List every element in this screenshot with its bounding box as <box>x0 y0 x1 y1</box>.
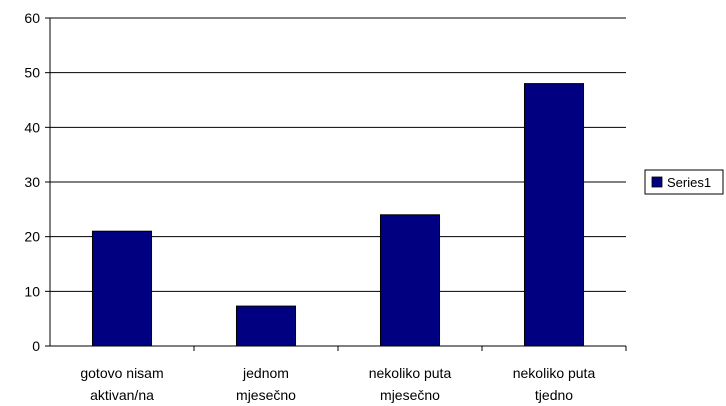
bar <box>91 230 153 347</box>
x-tick-label: tjedno <box>535 387 573 403</box>
x-tick-label: aktivan/na <box>90 387 154 403</box>
legend: Series1 <box>644 169 724 195</box>
y-tick-label: 30 <box>24 174 40 190</box>
bar <box>379 214 441 347</box>
bars <box>91 83 585 347</box>
y-tick-label: 60 <box>24 10 40 26</box>
y-tick-label: 50 <box>24 65 40 81</box>
x-tick-label: nekoliko puta <box>513 365 596 381</box>
bar <box>523 83 585 347</box>
x-axis-labels: gotovo nisam aktivan/na jednom mjesečno neko… <box>80 346 627 403</box>
y-tick-label: 40 <box>24 119 40 135</box>
x-tick-label: mjesečno <box>380 387 440 403</box>
x-tick-label: jednom <box>242 365 289 381</box>
legend-swatch <box>651 176 663 188</box>
x-tick-label: nekoliko puta <box>369 365 452 381</box>
bar <box>235 305 297 347</box>
y-tick-label: 20 <box>24 229 40 245</box>
x-tick-label: gotovo nisam <box>80 365 163 381</box>
x-tick-label: mjesečno <box>236 387 296 403</box>
y-axis-ticks: 0 10 20 30 40 50 60 <box>24 10 50 354</box>
legend-label: Series1 <box>667 175 711 190</box>
y-tick-label: 10 <box>24 283 40 299</box>
y-tick-label: 0 <box>32 338 40 354</box>
